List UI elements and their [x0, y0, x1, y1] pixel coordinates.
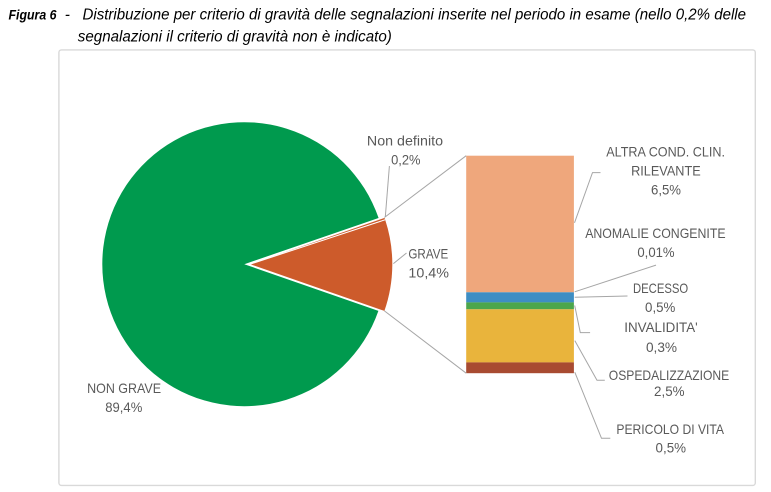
svg-text:Figura 6 -: Figura 6 - [9, 7, 70, 24]
svg-text:NON GRAVE: NON GRAVE [87, 381, 161, 396]
svg-text:RILEVANTE: RILEVANTE [631, 164, 701, 179]
svg-text:2,5%: 2,5% [654, 384, 685, 399]
svg-text:GRAVE: GRAVE [408, 246, 448, 261]
svg-text:6,5%: 6,5% [651, 182, 681, 197]
svg-text:INVALIDITA': INVALIDITA' [624, 320, 697, 335]
svg-text:OSPEDALIZZAZIONE: OSPEDALIZZAZIONE [609, 368, 729, 383]
svg-text:0,2%: 0,2% [391, 153, 420, 168]
svg-text:0,5%: 0,5% [656, 440, 687, 455]
svg-text:ANOMALIE CONGENITE: ANOMALIE CONGENITE [585, 226, 725, 241]
svg-text:0,5%: 0,5% [645, 300, 675, 315]
svg-text:0,01%: 0,01% [637, 245, 674, 260]
svg-text:PERICOLO DI VITA: PERICOLO DI VITA [616, 422, 724, 437]
svg-text:10,4%: 10,4% [408, 265, 449, 280]
svg-text:Distribuzione per criterio di: Distribuzione per criterio di gravità de… [83, 7, 747, 24]
svg-text:DECESSO: DECESSO [633, 281, 688, 296]
svg-text:segnalazioni il criterio di gr: segnalazioni il criterio di gravità non … [78, 28, 392, 45]
svg-text:ALTRA COND. CLIN.: ALTRA COND. CLIN. [606, 144, 725, 159]
svg-text:0,3%: 0,3% [646, 340, 677, 355]
svg-text:89,4%: 89,4% [105, 400, 142, 415]
svg-text:Non definito: Non definito [367, 134, 443, 149]
